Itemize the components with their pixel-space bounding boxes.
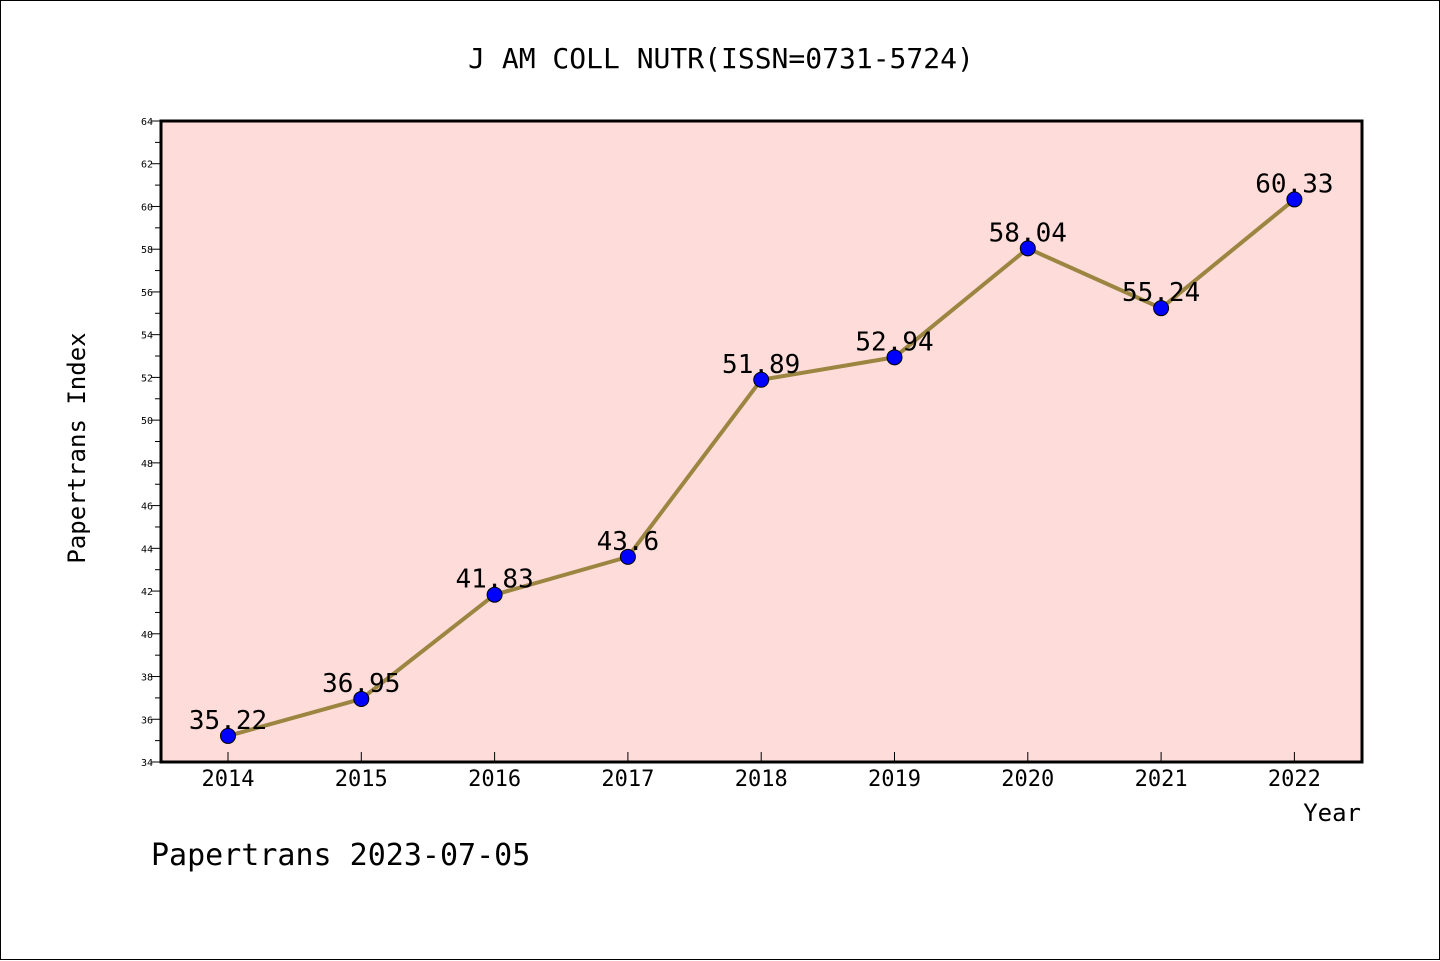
y-tick-label: 54 — [141, 331, 153, 342]
plot-area — [159, 119, 1364, 764]
x-tick-label: 2022 — [1268, 767, 1321, 792]
data-point — [220, 727, 236, 744]
x-tick-label: 2015 — [335, 767, 388, 792]
y-tick-label: 48 — [141, 459, 153, 470]
data-point — [619, 548, 636, 565]
y-tick-label: 58 — [141, 245, 153, 256]
y-axis: 34 36 38 40 42 44 46 48 50 52 54 56 58 60 62 64 — [141, 117, 161, 769]
y-tick-label: 44 — [141, 544, 153, 555]
x-tick-label: 2016 — [468, 767, 521, 792]
x-axis: 2014 2015 2016 2017 2018 2019 2020 2021 2022 — [202, 752, 1321, 792]
y-tick-label: 42 — [141, 587, 153, 598]
data-point — [1019, 240, 1036, 257]
footer-credit: Papertrans 2023-07-05 — [151, 838, 530, 873]
y-tick-label: 62 — [141, 160, 153, 171]
y-tick-label: 56 — [141, 288, 153, 299]
x-tick-label: 2017 — [601, 767, 654, 792]
y-tick-label: 36 — [141, 715, 153, 726]
y-tick-label: 46 — [141, 502, 153, 513]
x-tick-label: 2020 — [1001, 767, 1054, 792]
data-point — [886, 349, 903, 366]
data-point — [1153, 300, 1170, 317]
data-point — [753, 371, 770, 388]
data-point — [353, 690, 370, 707]
y-tick-label: 52 — [141, 373, 153, 384]
data-point — [1286, 191, 1303, 208]
x-axis-label: Year — [1303, 799, 1361, 827]
y-tick-label: 38 — [141, 673, 153, 684]
y-tick-label: 50 — [141, 416, 153, 427]
chart-title: J AM COLL NUTR(ISSN=0731-5724) — [468, 42, 974, 75]
data-point — [486, 586, 503, 603]
y-tick-label: 40 — [141, 630, 153, 641]
series-layer: 35.2236.9541.8343.651.8952.9458.0455.246… — [189, 169, 1334, 744]
x-tick-label: 2018 — [735, 767, 788, 792]
y-tick-label: 34 — [141, 758, 153, 769]
y-tick-label: 64 — [141, 117, 153, 128]
x-tick-label: 2021 — [1135, 767, 1188, 792]
y-tick-label: 60 — [141, 202, 153, 213]
x-tick-label: 2014 — [202, 767, 255, 792]
y-axis-label: Papertrans Index — [63, 332, 91, 563]
x-tick-label: 2019 — [868, 767, 921, 792]
